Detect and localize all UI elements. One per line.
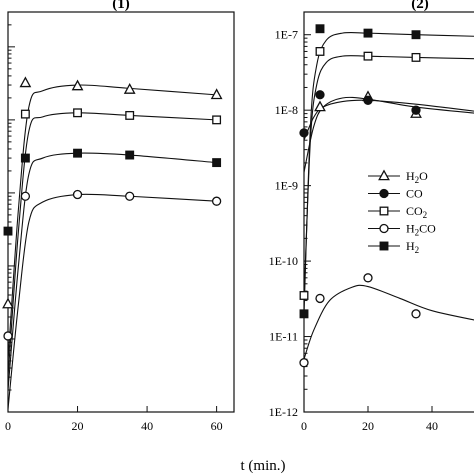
data-point xyxy=(315,293,325,304)
data-point xyxy=(411,30,421,40)
data-point xyxy=(72,189,83,200)
data-point xyxy=(210,88,223,100)
legend-marker xyxy=(379,206,389,216)
legend-label: CO2 xyxy=(406,204,427,220)
data-point xyxy=(363,28,373,38)
data-point xyxy=(3,331,13,341)
data-point xyxy=(299,128,309,138)
data-point xyxy=(315,47,325,56)
panel-title: (2) xyxy=(411,0,429,12)
series-curve xyxy=(8,152,217,391)
data-point xyxy=(315,90,325,100)
data-point xyxy=(20,191,31,201)
data-point xyxy=(411,105,421,115)
series-curve xyxy=(8,112,217,378)
legend-label: H2 xyxy=(406,239,419,255)
data-point xyxy=(315,24,325,34)
legend-label: H2O xyxy=(406,169,428,185)
x-tick-label: 60 xyxy=(211,419,223,433)
legend-label: H2CO xyxy=(406,222,436,238)
data-point xyxy=(299,358,309,368)
data-point xyxy=(71,79,84,91)
data-point xyxy=(20,153,30,163)
legend-label: CO xyxy=(406,187,423,201)
data-point xyxy=(411,52,421,62)
x-tick-label: 40 xyxy=(426,419,438,433)
series-curve xyxy=(8,84,217,361)
data-point xyxy=(125,150,135,160)
y-tick-label: 1E-11 xyxy=(269,330,298,344)
data-point xyxy=(212,158,222,168)
y-tick-label: 1E-10 xyxy=(269,254,298,268)
y-tick-label: 1E-8 xyxy=(275,103,298,117)
data-point xyxy=(299,291,309,300)
data-point xyxy=(125,110,135,120)
y-tick-label: 1E-7 xyxy=(275,28,298,42)
data-point xyxy=(363,95,373,105)
data-point xyxy=(363,51,373,61)
legend-marker xyxy=(379,223,389,234)
series-curve xyxy=(304,31,474,314)
x-tick-label: 20 xyxy=(72,419,84,433)
y-tick-label: 1E-9 xyxy=(275,179,298,193)
data-point xyxy=(411,309,421,319)
series-curve xyxy=(304,284,474,360)
data-point xyxy=(125,191,135,201)
panel-frame xyxy=(303,11,474,413)
legend-marker xyxy=(379,241,389,251)
x-tick-label: 0 xyxy=(5,419,11,433)
data-point xyxy=(123,83,136,94)
legend-marker xyxy=(378,169,390,181)
legend-marker xyxy=(379,188,389,199)
x-tick-label: 20 xyxy=(362,419,374,433)
panel-title: (1) xyxy=(112,0,130,12)
series-curve xyxy=(304,96,474,173)
data-point xyxy=(73,108,82,118)
panel-frame xyxy=(7,11,235,413)
x-axis-title: t (min.) xyxy=(241,458,286,474)
data-point xyxy=(363,273,373,283)
series-curve xyxy=(8,193,217,410)
series-curve xyxy=(304,55,474,301)
series-curve xyxy=(304,99,474,141)
data-point xyxy=(212,115,222,125)
data-point xyxy=(299,309,309,319)
x-tick-label: 0 xyxy=(301,419,307,433)
data-point xyxy=(2,297,14,309)
data-point xyxy=(211,196,222,206)
data-point xyxy=(19,76,32,88)
data-point xyxy=(73,148,82,158)
data-point xyxy=(20,109,30,119)
data-point xyxy=(314,100,326,112)
data-point xyxy=(3,226,13,236)
y-tick-label: 1E-12 xyxy=(269,405,298,419)
x-tick-label: 40 xyxy=(141,419,153,433)
